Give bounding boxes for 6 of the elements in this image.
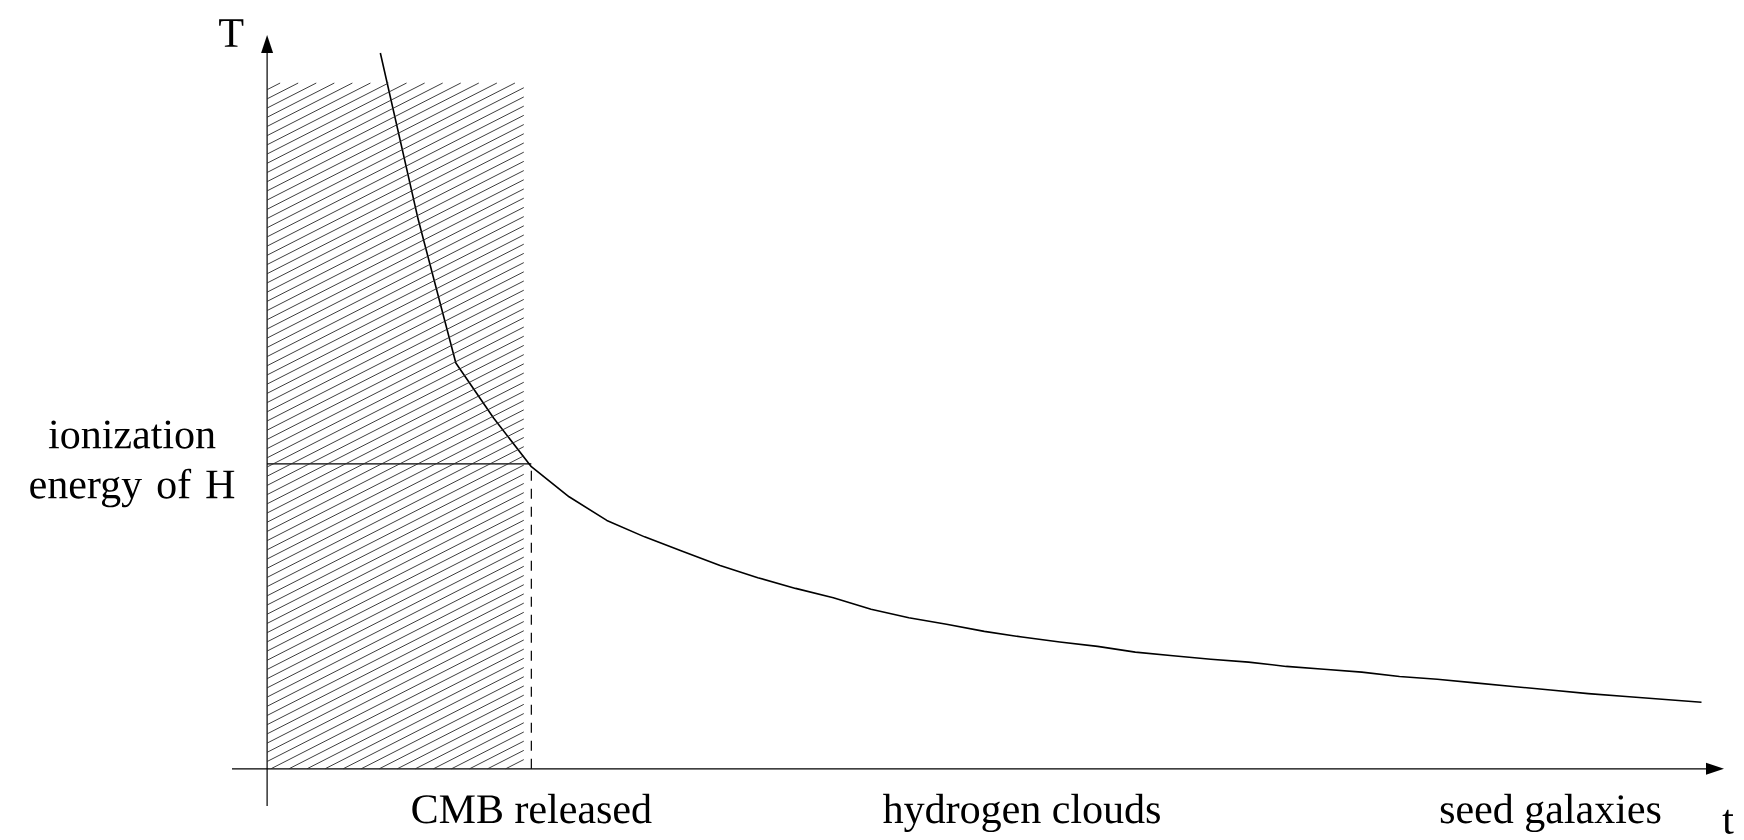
x-tick-label: hydrogen clouds	[883, 793, 1160, 833]
ref-line-label: ionization energy of H	[30, 420, 235, 508]
x-axis-title: t	[1722, 809, 1734, 834]
y-axis-title: T	[219, 19, 244, 47]
x-tick-label: CMB released	[412, 793, 652, 824]
x-tick-label: seed galaxies	[1440, 793, 1661, 833]
